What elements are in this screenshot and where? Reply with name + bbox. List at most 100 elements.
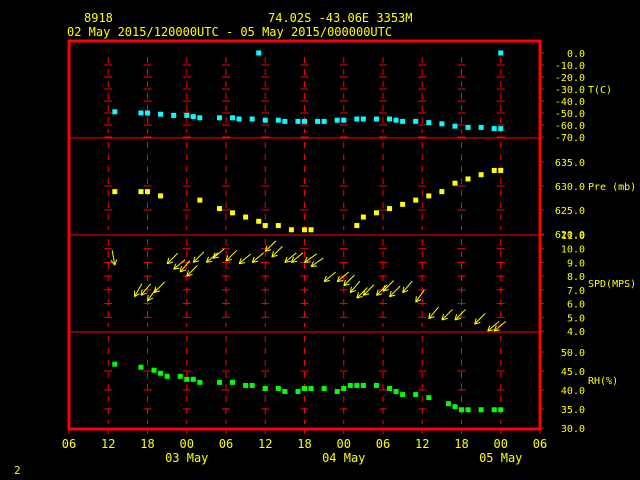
wind-arrow-shaft bbox=[291, 252, 304, 263]
y-tick-label: 30.0 bbox=[561, 424, 585, 435]
wind-arrow-head bbox=[375, 289, 379, 296]
temperature-point bbox=[465, 124, 471, 130]
temperature-point bbox=[452, 123, 458, 129]
pressure-point bbox=[216, 206, 222, 212]
wind-arrow-head bbox=[441, 314, 445, 321]
x-tick-label: 18 bbox=[454, 437, 468, 451]
wind-arrow-head bbox=[225, 255, 229, 262]
pressure-point bbox=[262, 223, 268, 229]
wind-arrow-head bbox=[494, 329, 501, 332]
wind-arrow-shaft bbox=[323, 271, 336, 283]
humidity-point bbox=[164, 373, 170, 379]
humidity-point bbox=[308, 385, 314, 391]
pressure-point bbox=[387, 206, 393, 212]
temperature-point bbox=[387, 116, 393, 122]
wind-arrow-head bbox=[356, 295, 363, 299]
humidity-point bbox=[491, 407, 497, 413]
temperature-point bbox=[341, 117, 347, 123]
temperature-point bbox=[216, 115, 222, 121]
x-tick-label: 18 bbox=[297, 437, 311, 451]
wind-arrow-head bbox=[238, 262, 246, 265]
wind-arrow bbox=[402, 280, 413, 294]
pressure-point bbox=[145, 189, 150, 195]
x-tick-label: 18 bbox=[140, 437, 154, 451]
x-tick-label: 12 bbox=[415, 437, 429, 451]
wind-arrow-head bbox=[173, 267, 180, 270]
wind-arrow-head bbox=[493, 325, 497, 332]
pressure-point bbox=[302, 227, 307, 233]
x-tick-label: 00 bbox=[337, 437, 351, 451]
wind-arrow-head bbox=[382, 285, 386, 292]
pressure-point bbox=[413, 197, 419, 203]
pressure-point bbox=[256, 218, 262, 224]
station-id: 8918 bbox=[84, 11, 113, 25]
marks-layer bbox=[110, 50, 507, 413]
wind-arrow bbox=[225, 250, 237, 262]
x-tick-label: 06 bbox=[533, 437, 547, 451]
y-tick-label: -70.0 bbox=[555, 133, 585, 144]
humidity-point bbox=[393, 389, 399, 395]
wind-arrow-head bbox=[179, 266, 182, 273]
pressure-point bbox=[288, 227, 294, 233]
wind-arrow bbox=[343, 274, 355, 287]
wind-arrow-head bbox=[389, 290, 392, 297]
temperature-point bbox=[145, 110, 150, 116]
temperature-point bbox=[478, 124, 484, 130]
wind-arrow-head bbox=[415, 299, 422, 303]
humidity-point bbox=[190, 376, 196, 382]
wind-arrow bbox=[173, 259, 186, 270]
pressure-point bbox=[439, 189, 445, 195]
humidity-point bbox=[478, 407, 484, 413]
y-tick-label: -40.0 bbox=[555, 97, 585, 108]
pressure-point bbox=[452, 180, 458, 186]
wind-arrow bbox=[356, 287, 368, 299]
wind-arrow-head bbox=[271, 251, 274, 258]
wind-arrow-head bbox=[114, 259, 118, 266]
wind-arrow-shaft bbox=[153, 281, 166, 293]
temperature-point bbox=[315, 118, 321, 124]
wind-arrow-shaft bbox=[428, 306, 439, 319]
wind-arrow bbox=[192, 251, 205, 263]
pressure-point bbox=[373, 210, 379, 216]
humidity-point bbox=[373, 382, 379, 388]
y-tick-label: 625.0 bbox=[555, 206, 585, 217]
wind-arrow-shaft bbox=[251, 252, 264, 263]
pressure-point bbox=[491, 167, 497, 173]
wind-arrow-head bbox=[343, 279, 346, 286]
temperature-point bbox=[171, 112, 177, 118]
wind-arrow bbox=[186, 265, 198, 277]
wind-arrow-shaft bbox=[111, 250, 116, 266]
y-tick-label: -50.0 bbox=[555, 109, 585, 120]
humidity-point bbox=[302, 385, 307, 391]
wind-arrow bbox=[284, 252, 297, 263]
humidity-point bbox=[459, 407, 464, 413]
wind-arrow-head bbox=[271, 254, 278, 258]
wind-arrow-head bbox=[428, 316, 435, 320]
temperature-point bbox=[230, 115, 236, 121]
humidity-point bbox=[249, 382, 255, 388]
wind-arrow-head bbox=[441, 317, 448, 321]
pressure-point bbox=[197, 197, 203, 203]
temperature-point bbox=[426, 120, 432, 126]
wind-arrow-head bbox=[147, 294, 149, 301]
wind-arrow-shaft bbox=[402, 280, 413, 293]
panel-label: SPD(MPS) bbox=[588, 279, 636, 290]
wind-arrow-head bbox=[110, 260, 116, 266]
wind-arrow bbox=[140, 283, 151, 296]
wind-arrow-head bbox=[376, 293, 383, 296]
pressure-point bbox=[498, 167, 504, 173]
humidity-point bbox=[321, 385, 327, 391]
humidity-point bbox=[445, 401, 451, 407]
wind-arrow-shaft bbox=[166, 252, 179, 265]
x-tick-label: 06 bbox=[376, 437, 390, 451]
temperature-point bbox=[439, 121, 445, 127]
wind-arrow bbox=[323, 271, 336, 283]
wind-arrow bbox=[428, 306, 439, 320]
wind-arrow-head bbox=[310, 265, 318, 268]
wind-arrow-shaft bbox=[474, 313, 486, 325]
humidity-point bbox=[197, 379, 203, 385]
wind-arrow-head bbox=[454, 317, 461, 321]
y-tick-label: 630.0 bbox=[555, 182, 585, 193]
humidity-point bbox=[275, 385, 281, 391]
wind-arrow bbox=[389, 285, 401, 298]
